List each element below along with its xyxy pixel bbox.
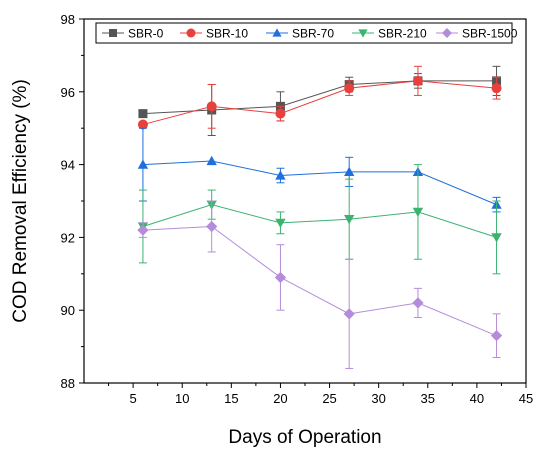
- legend-label: SBR-0: [128, 27, 164, 41]
- legend-label: SBR-210: [378, 27, 427, 41]
- legend-item-sbr-210: SBR-210: [352, 27, 427, 41]
- y-axis-ticks: 88 90 92 94 96 98: [61, 12, 84, 391]
- legend-box: [95, 22, 513, 44]
- data-point: [137, 119, 148, 130]
- data-point: [137, 224, 149, 236]
- data-point: [344, 166, 355, 177]
- x-tick-label: 10: [175, 391, 189, 406]
- data-point: [490, 330, 503, 342]
- data-point: [274, 271, 287, 284]
- y-tick-label: 94: [61, 158, 75, 173]
- y-tick-label: 98: [61, 12, 75, 27]
- data-point: [491, 233, 502, 243]
- legend: SBR-0 SBR-10 SBR-70 SBR-210 SBR-1500: [95, 22, 518, 44]
- x-tick-label: 25: [322, 391, 336, 406]
- x-axis-title: Days of Operation: [228, 427, 381, 448]
- legend-label: SBR-10: [206, 27, 248, 41]
- data-point: [344, 215, 355, 225]
- legend-label: SBR-1500: [462, 27, 518, 41]
- data-point: [137, 159, 149, 169]
- plot-frame: [83, 18, 527, 384]
- legend-label: SBR-70: [292, 27, 334, 41]
- y-axis-title: COD Removal Efficiency (%): [10, 79, 31, 323]
- legend-swatch-marker: [272, 28, 282, 37]
- legend-swatch-marker: [109, 29, 117, 37]
- legend-swatch-marker: [186, 28, 196, 38]
- data-point: [344, 83, 355, 94]
- y-tick-label: 90: [61, 303, 75, 318]
- series-line: [142, 204, 497, 238]
- series-sbr-70: [137, 127, 502, 213]
- legend-item-sbr-70: SBR-70: [266, 27, 334, 41]
- y-tick-label: 96: [61, 85, 75, 100]
- data-point: [206, 101, 217, 112]
- series-line: [142, 225, 497, 337]
- data-point: [275, 170, 286, 180]
- legend-swatch-marker: [358, 29, 368, 38]
- x-tick-label: 35: [421, 391, 435, 406]
- data-point: [412, 75, 423, 86]
- series-sbr-1500: [137, 200, 503, 369]
- x-tick-label: 20: [273, 391, 287, 406]
- data-point: [206, 155, 217, 166]
- data-point: [206, 220, 218, 233]
- series-line: [142, 80, 497, 115]
- data-point: [275, 218, 286, 229]
- legend-item-sbr-1500: SBR-1500: [436, 27, 518, 41]
- legend-item-sbr-0: SBR-0: [102, 27, 164, 41]
- legend-item-sbr-10: SBR-10: [180, 27, 248, 41]
- y-tick-label: 88: [61, 376, 75, 391]
- data-point: [491, 83, 502, 94]
- x-tick-label: 15: [224, 391, 238, 406]
- data-point: [138, 109, 148, 119]
- series-line: [142, 160, 497, 206]
- series-line: [142, 80, 497, 126]
- x-tick-label: 5: [129, 391, 136, 406]
- plot-area: [83, 18, 527, 384]
- data-point: [275, 108, 286, 119]
- data-point: [343, 308, 355, 320]
- x-axis-ticks: 5 10 15 20 25 30 35 40 45: [108, 383, 533, 406]
- series-sbr-10: [137, 65, 502, 130]
- series-sbr-0: [138, 65, 502, 136]
- x-tick-label: 30: [371, 391, 385, 406]
- data-point: [412, 207, 424, 218]
- series-sbr-210: [137, 164, 502, 275]
- x-tick-label: 40: [470, 391, 484, 406]
- legend-swatch-marker: [442, 28, 452, 38]
- data-point: [412, 297, 424, 309]
- series-layer: [137, 65, 503, 369]
- x-tick-label: 45: [519, 391, 533, 406]
- y-tick-label: 92: [61, 230, 75, 245]
